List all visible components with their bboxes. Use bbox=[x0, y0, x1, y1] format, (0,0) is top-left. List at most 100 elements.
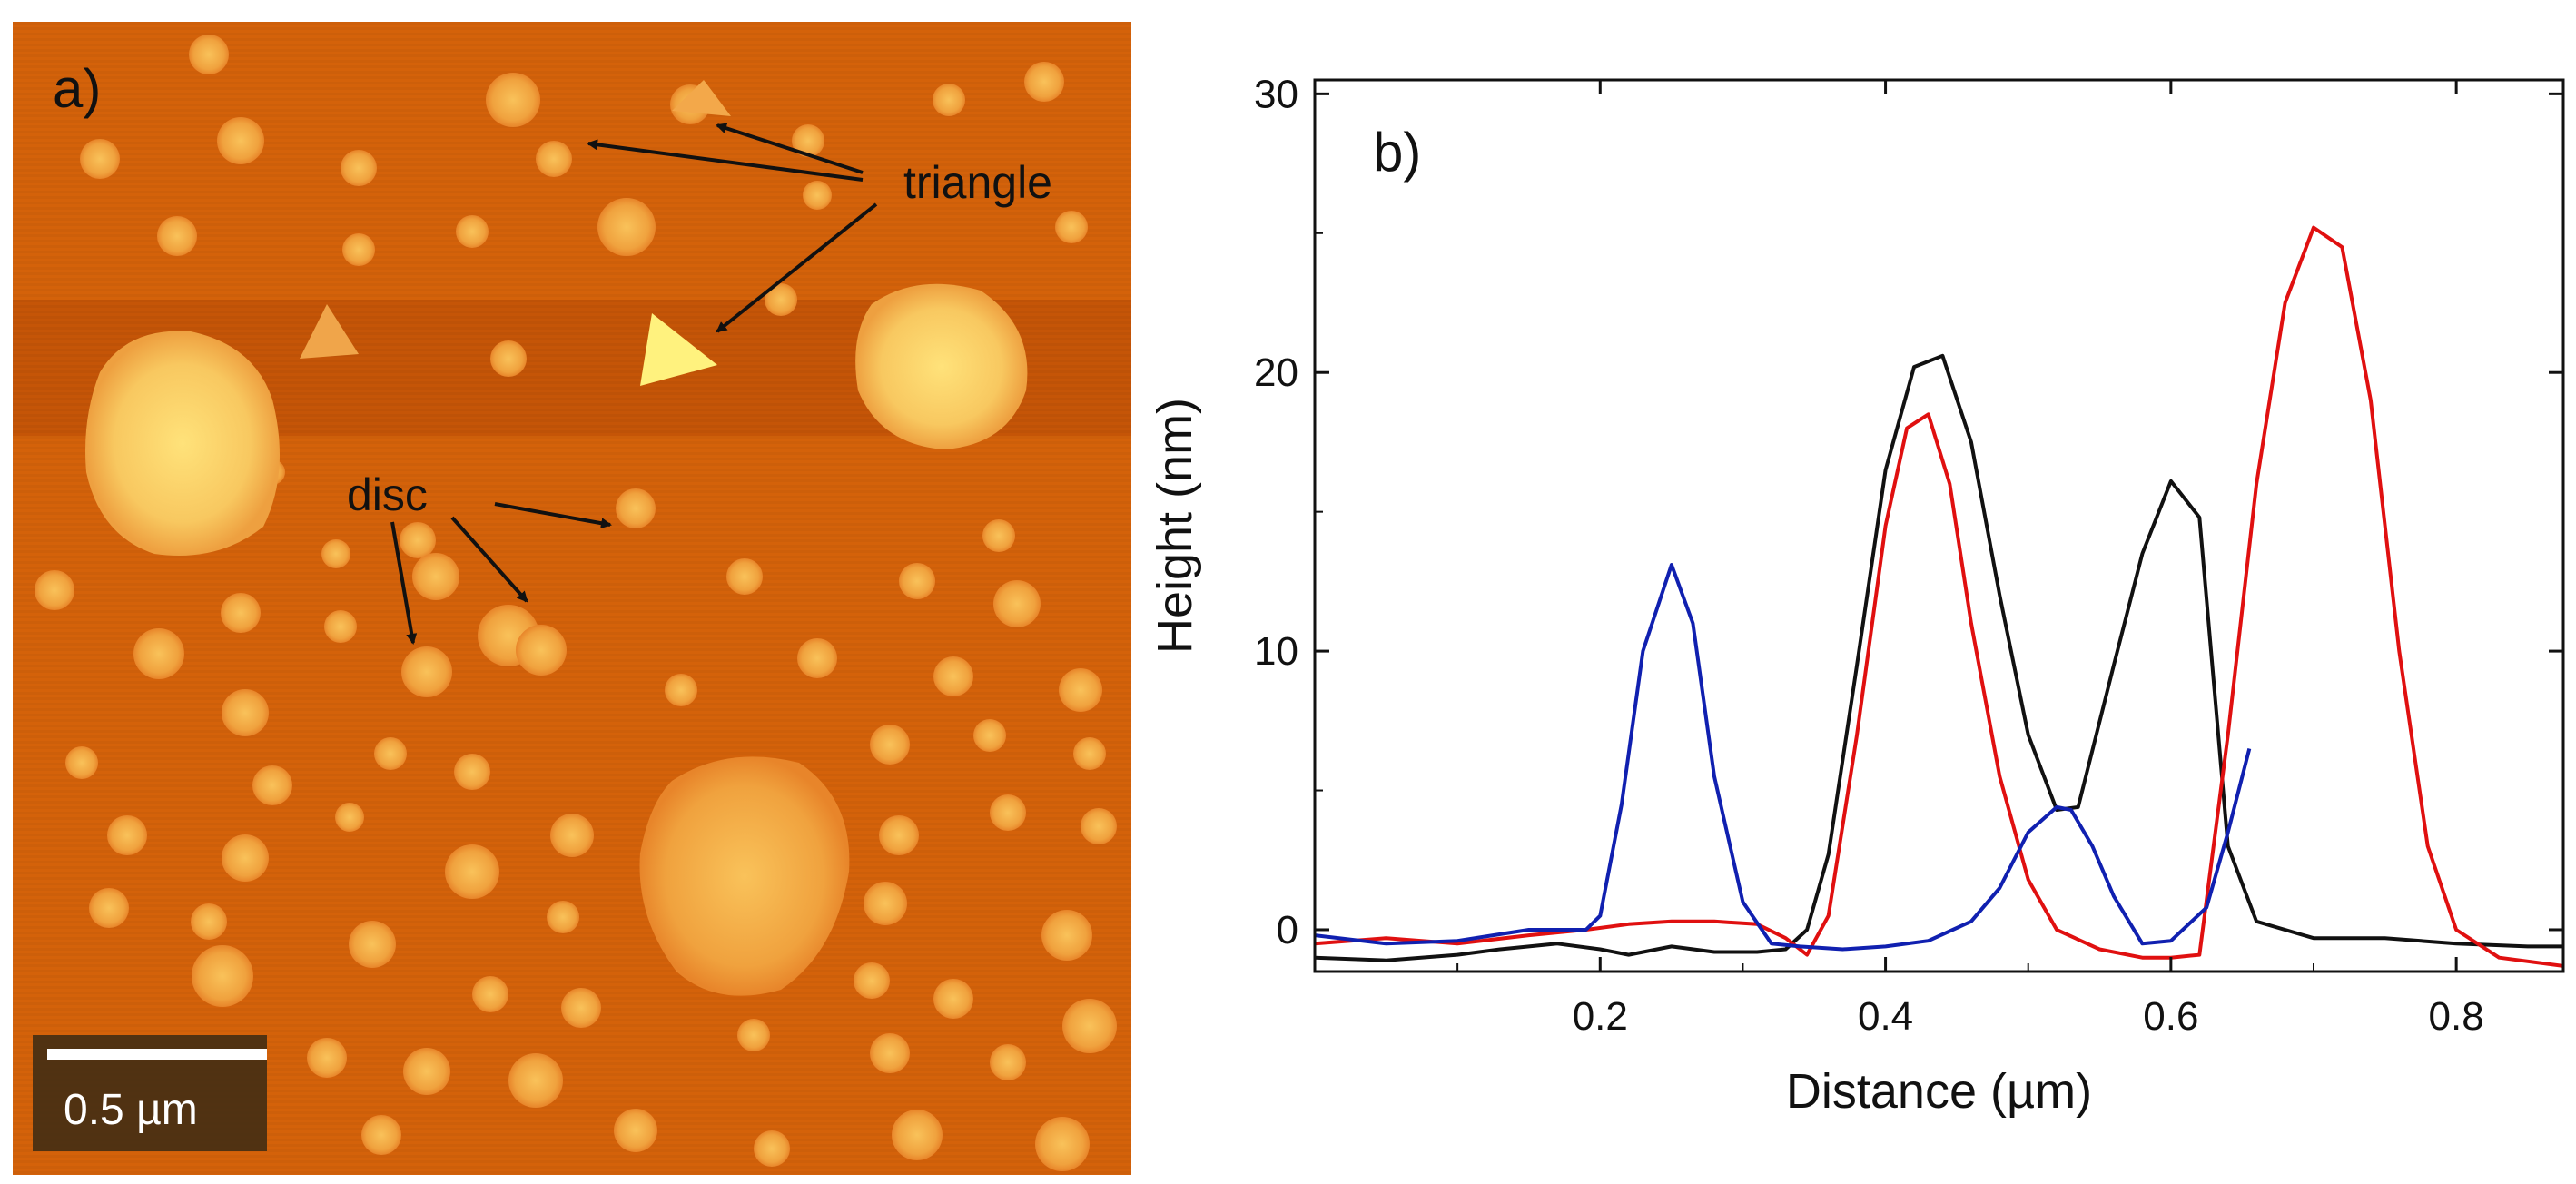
series-group bbox=[1315, 225, 2563, 968]
disc-particle bbox=[65, 746, 98, 779]
x-tick-label: 0.2 bbox=[1573, 994, 1628, 1039]
x-tick-label: 0.4 bbox=[1858, 994, 1913, 1039]
y-axis-label: Height (nm) bbox=[1148, 398, 1202, 654]
disc-particle bbox=[737, 1019, 770, 1051]
disc-particle bbox=[854, 962, 890, 999]
triangle-particle bbox=[672, 80, 731, 116]
profile-chart-panel: b) 0.2 0.4 0.6 0.8 0 10 20 30 Distance (µm) Heigh… bbox=[1148, 72, 2565, 1119]
disc-particle bbox=[870, 1033, 910, 1073]
annotation-arrow bbox=[450, 516, 528, 603]
disc-particle bbox=[726, 558, 763, 595]
disc-particle bbox=[400, 522, 436, 558]
disc-particle bbox=[1035, 1117, 1090, 1171]
disc-particle bbox=[361, 1115, 401, 1155]
disc-particle bbox=[335, 803, 364, 832]
annotation-arrow bbox=[494, 502, 612, 529]
series-line-black bbox=[1315, 353, 2563, 962]
disc-particle bbox=[797, 638, 837, 678]
disc-particle bbox=[192, 945, 253, 1007]
large-aggregate bbox=[85, 331, 280, 556]
disc-particle bbox=[899, 563, 935, 599]
disc-particle bbox=[616, 488, 656, 528]
disc-particle bbox=[349, 921, 396, 968]
annotation-arrow bbox=[716, 202, 878, 333]
disc-particle bbox=[792, 124, 824, 157]
disc-particle bbox=[486, 73, 540, 127]
disc-particle bbox=[597, 198, 656, 256]
disc-particle bbox=[35, 570, 74, 610]
afm-image: 0.5 µm bbox=[13, 22, 1131, 1175]
large-aggregate bbox=[855, 283, 1028, 449]
disc-particle bbox=[342, 233, 375, 266]
disc-particle bbox=[547, 901, 579, 933]
disc-particle bbox=[80, 139, 120, 179]
disc-particle bbox=[1041, 910, 1092, 961]
disc-particle bbox=[189, 35, 229, 74]
disc-particle bbox=[490, 340, 527, 377]
x-tick-label: 0.8 bbox=[2429, 994, 2484, 1039]
annotation-arrow bbox=[587, 139, 864, 182]
disc-particle bbox=[307, 1038, 347, 1078]
plot-frame bbox=[1313, 78, 2565, 973]
disc-particle bbox=[222, 689, 269, 736]
disc-annotation: disc bbox=[347, 469, 428, 520]
disc-particle bbox=[191, 903, 227, 940]
disc-particle bbox=[561, 988, 601, 1028]
disc-particle bbox=[1024, 62, 1064, 102]
disc-particle bbox=[321, 539, 350, 568]
disc-particle bbox=[1055, 211, 1088, 243]
disc-particle bbox=[892, 1110, 943, 1160]
disc-particle bbox=[933, 656, 973, 696]
disc-particle bbox=[89, 888, 129, 928]
x-tick-label: 0.6 bbox=[2143, 994, 2198, 1039]
triangle-annotation: triangle bbox=[903, 157, 1052, 208]
disc-particle bbox=[456, 215, 489, 248]
y-tick-label: 30 bbox=[1254, 72, 1298, 116]
disc-particle bbox=[445, 844, 499, 899]
disc-particle bbox=[1073, 737, 1106, 770]
disc-particle bbox=[508, 1053, 563, 1108]
disc-particle bbox=[550, 814, 594, 857]
disc-particle bbox=[221, 593, 261, 633]
disc-particle bbox=[665, 674, 697, 706]
annotation-arrow bbox=[716, 123, 864, 174]
disc-particle bbox=[341, 150, 377, 186]
disc-particle bbox=[1081, 808, 1117, 844]
large-aggregate bbox=[639, 756, 850, 996]
profile-chart: 0.2 0.4 0.6 0.8 0 10 20 30 Distance (µm) Height (… bbox=[1148, 72, 2565, 1119]
disc-particle bbox=[217, 117, 264, 164]
disc-particle bbox=[472, 976, 508, 1012]
y-tick-label: 10 bbox=[1254, 629, 1298, 674]
scale-bar-label: 0.5 µm bbox=[64, 1086, 198, 1134]
disc-particle bbox=[401, 646, 452, 697]
disc-particle bbox=[982, 519, 1015, 552]
disc-particle bbox=[412, 553, 459, 600]
disc-particle bbox=[536, 141, 572, 177]
y-tick-label: 0 bbox=[1277, 908, 1298, 952]
disc-particle bbox=[222, 834, 269, 882]
x-axis-label: Distance (µm) bbox=[1786, 1064, 2092, 1119]
series-line-blue bbox=[1315, 563, 2252, 952]
disc-particle bbox=[324, 610, 357, 643]
disc-particle bbox=[864, 882, 907, 925]
disc-particle bbox=[765, 283, 797, 316]
y-tick-label: 20 bbox=[1254, 350, 1298, 395]
disc-particle bbox=[403, 1048, 450, 1095]
disc-particle bbox=[1059, 668, 1102, 712]
disc-particle bbox=[973, 719, 1006, 752]
disc-particle bbox=[614, 1109, 657, 1152]
annotation-arrow bbox=[390, 521, 418, 645]
panel-a-label: a) bbox=[53, 58, 101, 119]
disc-particle bbox=[374, 737, 407, 770]
series-line-red bbox=[1315, 225, 2563, 968]
triangle-particle bbox=[640, 313, 717, 386]
disc-particle bbox=[1062, 999, 1117, 1053]
disc-particle bbox=[133, 628, 184, 679]
disc-particle bbox=[107, 815, 147, 855]
disc-particle bbox=[157, 216, 197, 256]
afm-image-panel: 0.5 µm a) triangle disc bbox=[13, 22, 1131, 1175]
disc-particle bbox=[990, 794, 1026, 831]
disc-particle bbox=[993, 580, 1041, 627]
disc-particle bbox=[870, 725, 910, 765]
triangle-particle bbox=[300, 304, 359, 359]
